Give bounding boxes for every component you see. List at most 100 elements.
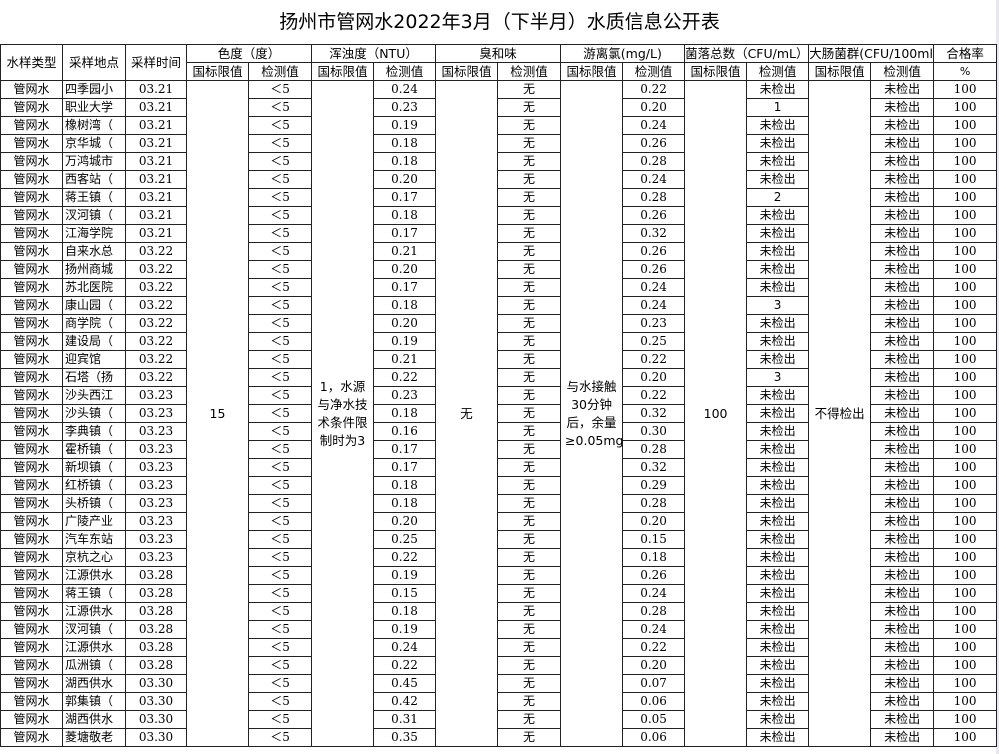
cell-bacteria[interactable]: 未检出 [746,242,810,261]
cell-odor[interactable]: 无 [497,602,562,621]
cell-bacteria[interactable]: 未检出 [746,728,810,747]
cell-coliform[interactable]: 未检出 [870,314,935,333]
cell-location[interactable]: 汊河镇（ [62,620,126,639]
cell-location[interactable]: 康山园（ [62,296,126,315]
cell-chlorine[interactable]: 0.24 [622,620,686,639]
cell-odor[interactable]: 无 [497,260,562,279]
cell-coliform[interactable]: 未检出 [870,440,935,459]
cell-chlorine[interactable]: 0.26 [622,134,686,153]
cell-bacteria[interactable]: 3 [746,296,810,315]
cell-turbidity[interactable]: 0.22 [373,656,437,675]
cell-turbidity[interactable]: 0.19 [373,620,437,639]
cell-type[interactable]: 管网水 [0,350,63,369]
cell-odor[interactable]: 无 [497,494,562,513]
cell-odor[interactable]: 无 [497,674,562,693]
cell-turbidity[interactable]: 0.20 [373,314,437,333]
cell-color[interactable]: ＜5 [247,386,313,405]
cell-chlorine[interactable]: 0.29 [622,476,686,495]
cell-rate[interactable]: 100 [933,440,998,459]
cell-date[interactable]: 03.21 [125,224,187,243]
cell-bacteria[interactable]: 未检出 [746,710,810,729]
cell-chlorine[interactable]: 0.32 [622,458,686,477]
cell-turbidity[interactable]: 0.25 [373,530,437,549]
cell-bacteria[interactable]: 未检出 [746,314,810,333]
cell-bacteria[interactable]: 未检出 [746,80,810,99]
cell-coliform[interactable]: 未检出 [870,386,935,405]
cell-date[interactable]: 03.30 [125,710,187,729]
cell-type[interactable]: 管网水 [0,134,63,153]
cell-rate[interactable]: 100 [933,386,998,405]
cell-rate[interactable]: 100 [933,98,998,117]
cell-location[interactable]: 橡树湾（ [62,116,126,135]
cell-date[interactable]: 03.23 [125,476,187,495]
cell-turbidity[interactable]: 0.18 [373,152,437,171]
cell-color[interactable]: ＜5 [247,458,313,477]
cell-coliform[interactable]: 未检出 [870,566,935,585]
cell-rate[interactable]: 100 [933,476,998,495]
cell-date[interactable]: 03.28 [125,566,187,585]
cell-rate[interactable]: 100 [933,728,998,747]
cell-chlorine[interactable]: 0.32 [622,224,686,243]
cell-turbidity[interactable]: 0.20 [373,170,437,189]
cell-coliform[interactable]: 未检出 [870,206,935,225]
cell-color[interactable]: ＜5 [247,530,313,549]
cell-coliform[interactable]: 未检出 [870,134,935,153]
cell-chlorine[interactable]: 0.05 [622,710,686,729]
cell-date[interactable]: 03.21 [125,116,187,135]
cell-bacteria[interactable]: 未检出 [746,224,810,243]
cell-type[interactable]: 管网水 [0,278,63,297]
cell-location[interactable]: 李典镇（ [62,422,126,441]
cell-odor[interactable]: 无 [497,134,562,153]
cell-odor[interactable]: 无 [497,566,562,585]
cell-rate[interactable]: 100 [933,494,998,513]
cell-color[interactable]: ＜5 [247,638,313,657]
cell-date[interactable]: 03.22 [125,296,187,315]
cell-coliform[interactable]: 未检出 [870,494,935,513]
cell-turbidity[interactable]: 0.17 [373,188,437,207]
cell-coliform[interactable]: 未检出 [870,350,935,369]
cell-type[interactable]: 管网水 [0,512,63,531]
cell-turbidity[interactable]: 0.18 [373,494,437,513]
cell-chlorine[interactable]: 0.22 [622,386,686,405]
cell-bacteria[interactable]: 未检出 [746,206,810,225]
cell-rate[interactable]: 100 [933,602,998,621]
cell-odor[interactable]: 无 [497,296,562,315]
cell-location[interactable]: 蒋王镇（ [62,188,126,207]
cell-color[interactable]: ＜5 [247,296,313,315]
cell-color[interactable]: ＜5 [247,440,313,459]
cell-odor[interactable]: 无 [497,404,562,423]
cell-chlorine[interactable]: 0.26 [622,566,686,585]
cell-type[interactable]: 管网水 [0,530,63,549]
cell-coliform[interactable]: 未检出 [870,224,935,243]
cell-odor[interactable]: 无 [497,584,562,603]
cell-odor[interactable]: 无 [497,80,562,99]
cell-odor[interactable]: 无 [497,692,562,711]
cell-rate[interactable]: 100 [933,152,998,171]
cell-rate[interactable]: 100 [933,692,998,711]
cell-odor[interactable]: 无 [497,224,562,243]
cell-rate[interactable]: 100 [933,314,998,333]
cell-coliform[interactable]: 未检出 [870,476,935,495]
cell-bacteria[interactable]: 未检出 [746,440,810,459]
cell-turbidity[interactable]: 0.17 [373,278,437,297]
cell-location[interactable]: 郭集镇（ [62,692,126,711]
cell-turbidity[interactable]: 0.19 [373,116,437,135]
cell-rate[interactable]: 100 [933,638,998,657]
cell-bacteria[interactable]: 未检出 [746,458,810,477]
cell-coliform[interactable]: 未检出 [870,512,935,531]
cell-odor[interactable]: 无 [497,116,562,135]
cell-rate[interactable]: 100 [933,530,998,549]
cell-date[interactable]: 03.30 [125,674,187,693]
cell-odor[interactable]: 无 [497,638,562,657]
cell-color[interactable]: ＜5 [247,476,313,495]
cell-color[interactable]: ＜5 [247,602,313,621]
cell-date[interactable]: 03.30 [125,728,187,747]
cell-location[interactable]: 商学院（ [62,314,126,333]
cell-chlorine[interactable]: 0.22 [622,638,686,657]
cell-location[interactable]: 红桥镇（ [62,476,126,495]
cell-turbidity[interactable]: 0.18 [373,134,437,153]
cell-bacteria[interactable]: 未检出 [746,620,810,639]
cell-rate[interactable]: 100 [933,620,998,639]
cell-chlorine[interactable]: 0.28 [622,440,686,459]
cell-coliform[interactable]: 未检出 [870,404,935,423]
